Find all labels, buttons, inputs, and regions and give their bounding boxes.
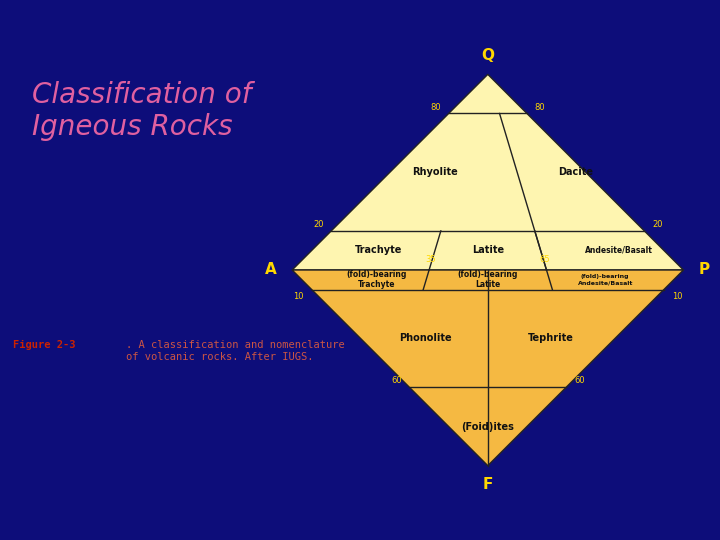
Text: 35: 35	[426, 255, 436, 264]
Text: 60: 60	[574, 376, 585, 386]
Text: 80: 80	[431, 103, 441, 112]
Text: 80: 80	[535, 103, 545, 112]
Text: (Foid)ites: (Foid)ites	[462, 422, 514, 431]
Text: Figure 2-3: Figure 2-3	[13, 340, 76, 350]
Text: Classification of
Igneous Rocks: Classification of Igneous Rocks	[32, 81, 251, 141]
Text: (fold)-bearing
Andesite/Basalt: (fold)-bearing Andesite/Basalt	[577, 274, 633, 285]
Text: 10: 10	[672, 292, 683, 301]
Text: Phonolite: Phonolite	[399, 334, 451, 343]
Text: 20: 20	[652, 220, 662, 229]
Text: 20: 20	[313, 220, 323, 229]
Text: 65: 65	[539, 255, 550, 264]
Text: A: A	[265, 262, 276, 278]
Text: 10: 10	[293, 292, 304, 301]
Text: Q: Q	[481, 48, 495, 63]
Text: Tephrite: Tephrite	[528, 334, 573, 343]
Text: P: P	[699, 262, 710, 278]
Polygon shape	[292, 75, 683, 270]
Text: 60: 60	[391, 376, 402, 386]
Text: Dacite: Dacite	[558, 167, 593, 177]
Text: Andesite/Basalt: Andesite/Basalt	[585, 246, 653, 255]
Polygon shape	[292, 270, 683, 465]
Text: . A classification and nomenclature
of volcanic rocks. After IUGS.: . A classification and nomenclature of v…	[126, 340, 345, 362]
Text: Trachyte: Trachyte	[354, 246, 402, 255]
Text: (fold)-bearing
Trachyte: (fold)-bearing Trachyte	[346, 270, 407, 289]
Text: Rhyolite: Rhyolite	[412, 167, 458, 177]
Text: Latite: Latite	[472, 246, 504, 255]
Text: (fold)-bearing
Latite: (fold)-bearing Latite	[458, 270, 518, 289]
Text: F: F	[482, 477, 493, 492]
